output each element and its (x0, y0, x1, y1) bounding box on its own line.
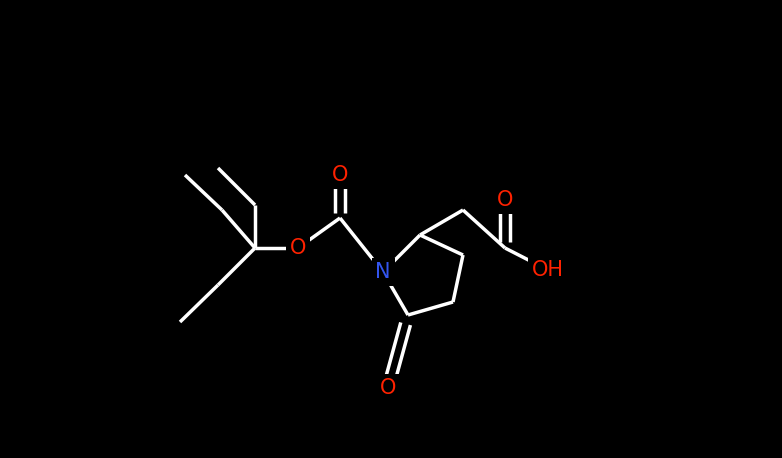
Text: N: N (375, 262, 391, 282)
Text: O: O (332, 165, 348, 185)
Text: OH: OH (532, 260, 564, 280)
Text: O: O (290, 238, 307, 258)
Text: O: O (380, 378, 396, 398)
Text: O: O (497, 190, 513, 210)
